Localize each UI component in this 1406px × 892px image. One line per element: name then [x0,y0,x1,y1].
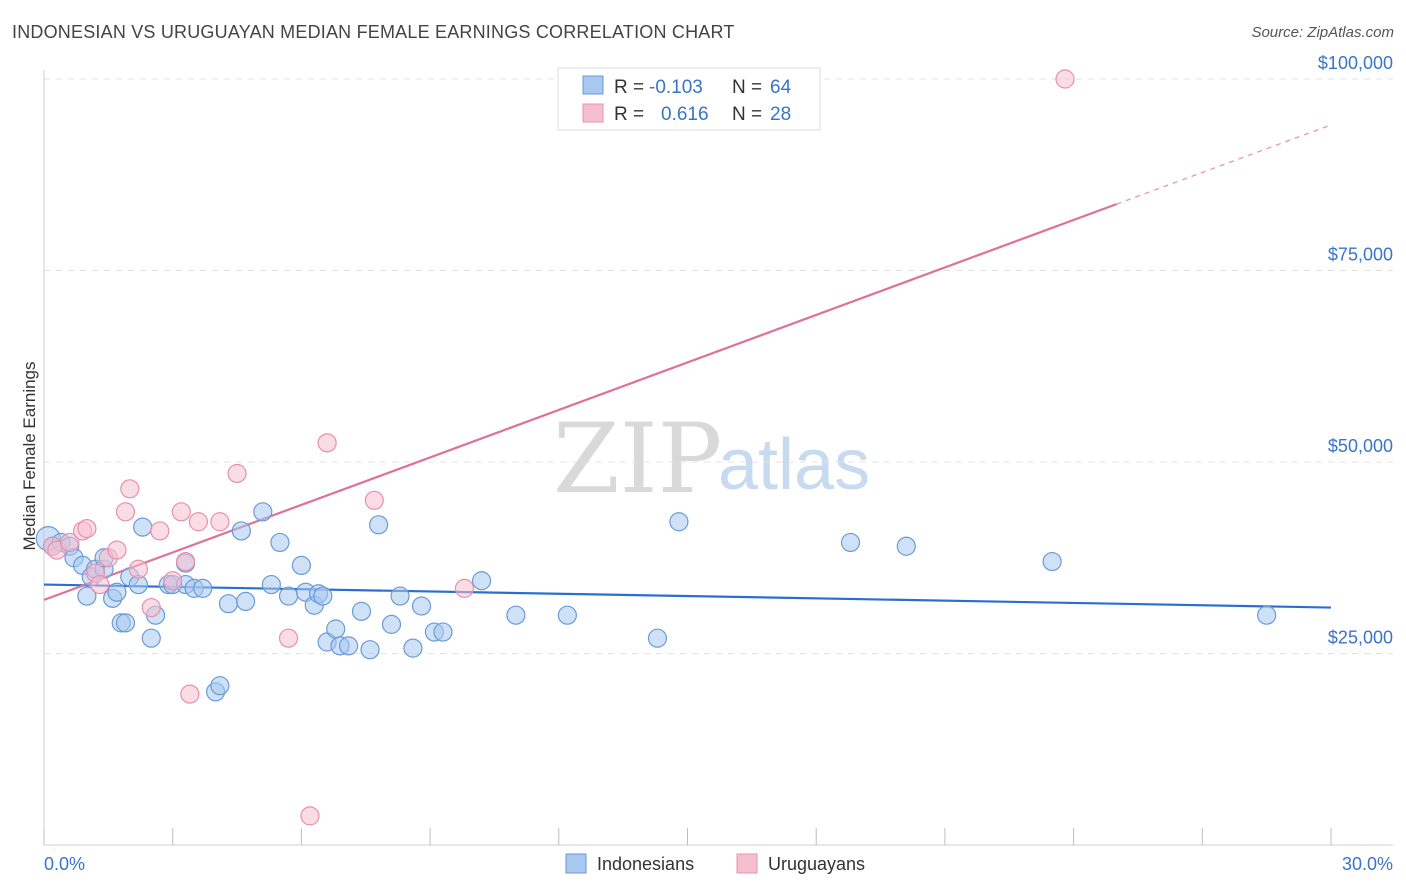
legend-n-value-1: 64 [770,77,792,98]
uruguayan-point [115,502,136,522]
indonesian-point [1257,605,1277,625]
indonesian-point [360,640,380,660]
bottom-legend-swatch-indonesian [565,853,587,874]
indonesian-point [77,586,97,606]
legend-swatch-uruguayan [582,103,604,123]
uruguayan-point [454,578,475,598]
uruguayan-point [150,521,170,541]
uruguayan-point [163,571,183,591]
bottom-legend-swatch-uruguayan [736,853,758,874]
uruguayan-point [77,519,97,539]
uruguayan-trend-line [43,203,1117,601]
trend-lines [43,124,1332,609]
y-tick-label-2: $75,000 [1328,245,1393,265]
uruguayan-point [141,597,161,618]
uruguayan-point [227,463,247,484]
series-legend: Indonesians Uruguayans [565,853,865,874]
indonesian-point [313,586,333,606]
bottom-legend-uruguayans: Uruguayans [768,854,865,874]
indonesian-point [471,571,492,591]
indonesian-point [193,578,213,598]
uruguayan-point [171,502,191,522]
gridlines [44,78,1393,654]
uruguayan-point [317,433,337,453]
indonesian-point [403,638,423,658]
uruguayan-point [128,559,148,579]
indonesian-points [35,502,1277,702]
indonesian-point [326,619,346,639]
uruguayan-point [60,532,80,553]
indonesian-point [351,601,372,621]
x-tick-label-max: 30.0% [1342,854,1393,874]
legend-r-label-1: R = [614,77,644,98]
y-tick-labels: $25,000 $50,000 $75,000 $100,000 [1318,53,1393,648]
uruguayan-point [1055,69,1075,89]
indonesian-point [840,532,861,553]
axes [43,70,1393,846]
indonesian-point [107,582,127,602]
uruguayan-point [120,479,140,499]
uruguayan-points [42,69,1075,826]
legend-n-label-2: N = [732,104,762,125]
indonesian-point [236,591,256,612]
indonesian-point [433,622,453,642]
uruguayan-point [180,684,200,704]
indonesian-point [231,521,251,541]
legend-r-label-2: R = [614,104,644,125]
indonesian-point [133,517,153,537]
indonesian-point [210,676,230,696]
indonesian-point [141,628,161,648]
legend-r-value-1: -0.103 [649,77,703,98]
legend-n-label-1: N = [732,77,762,98]
indonesian-point [411,596,432,616]
indonesian-point [1042,551,1062,572]
indonesian-point [647,628,668,648]
watermark-atlas: atlas [718,425,870,505]
y-tick-label-0: $25,000 [1328,628,1393,648]
indonesian-point [253,502,273,522]
indonesian-point [390,586,410,606]
indonesian-trend-line [43,583,1332,609]
indonesian-point [261,574,281,595]
uruguayan-point [278,628,299,648]
uruguayan-point [107,540,127,560]
y-axis-label: Median Female Earnings [20,362,39,551]
indonesian-point [338,636,359,656]
source-credit: Source: ZipAtlas.com [1251,24,1394,41]
x-tick-label-min: 0.0% [44,854,85,874]
indonesian-point [557,605,577,625]
y-tick-label-3: $100,000 [1318,53,1393,73]
legend-r-value-2: 0.616 [661,104,709,125]
indonesian-point [381,614,402,634]
chart-title: INDONESIAN VS URUGUAYAN MEDIAN FEMALE EA… [12,22,735,42]
indonesian-point [218,594,239,614]
bottom-legend-indonesians: Indonesians [597,854,694,874]
indonesian-point [270,532,290,553]
y-tick-label-1: $50,000 [1328,436,1393,456]
indonesian-point [115,613,136,633]
uruguayan-point [175,551,196,572]
indonesian-point [369,515,389,535]
indonesian-point [278,586,299,606]
uruguayan-point [210,512,230,532]
legend-swatch-indonesian [582,75,604,95]
indonesian-point [896,536,916,556]
uruguayan-point [300,806,320,826]
uruguayan-point [188,512,209,532]
indonesian-point [291,555,311,576]
uruguayan-point [364,490,384,510]
legend-n-value-2: 28 [770,104,791,125]
indonesian-point [669,512,689,532]
correlation-legend: R = -0.103 N = 64 R = 0.616 N = 28 [557,67,821,131]
uruguayan-point [90,574,110,595]
uruguayan-trend-line-extrapolated [1116,124,1332,205]
watermark-zip: ZIP [553,403,722,515]
indonesian-point [506,605,526,625]
